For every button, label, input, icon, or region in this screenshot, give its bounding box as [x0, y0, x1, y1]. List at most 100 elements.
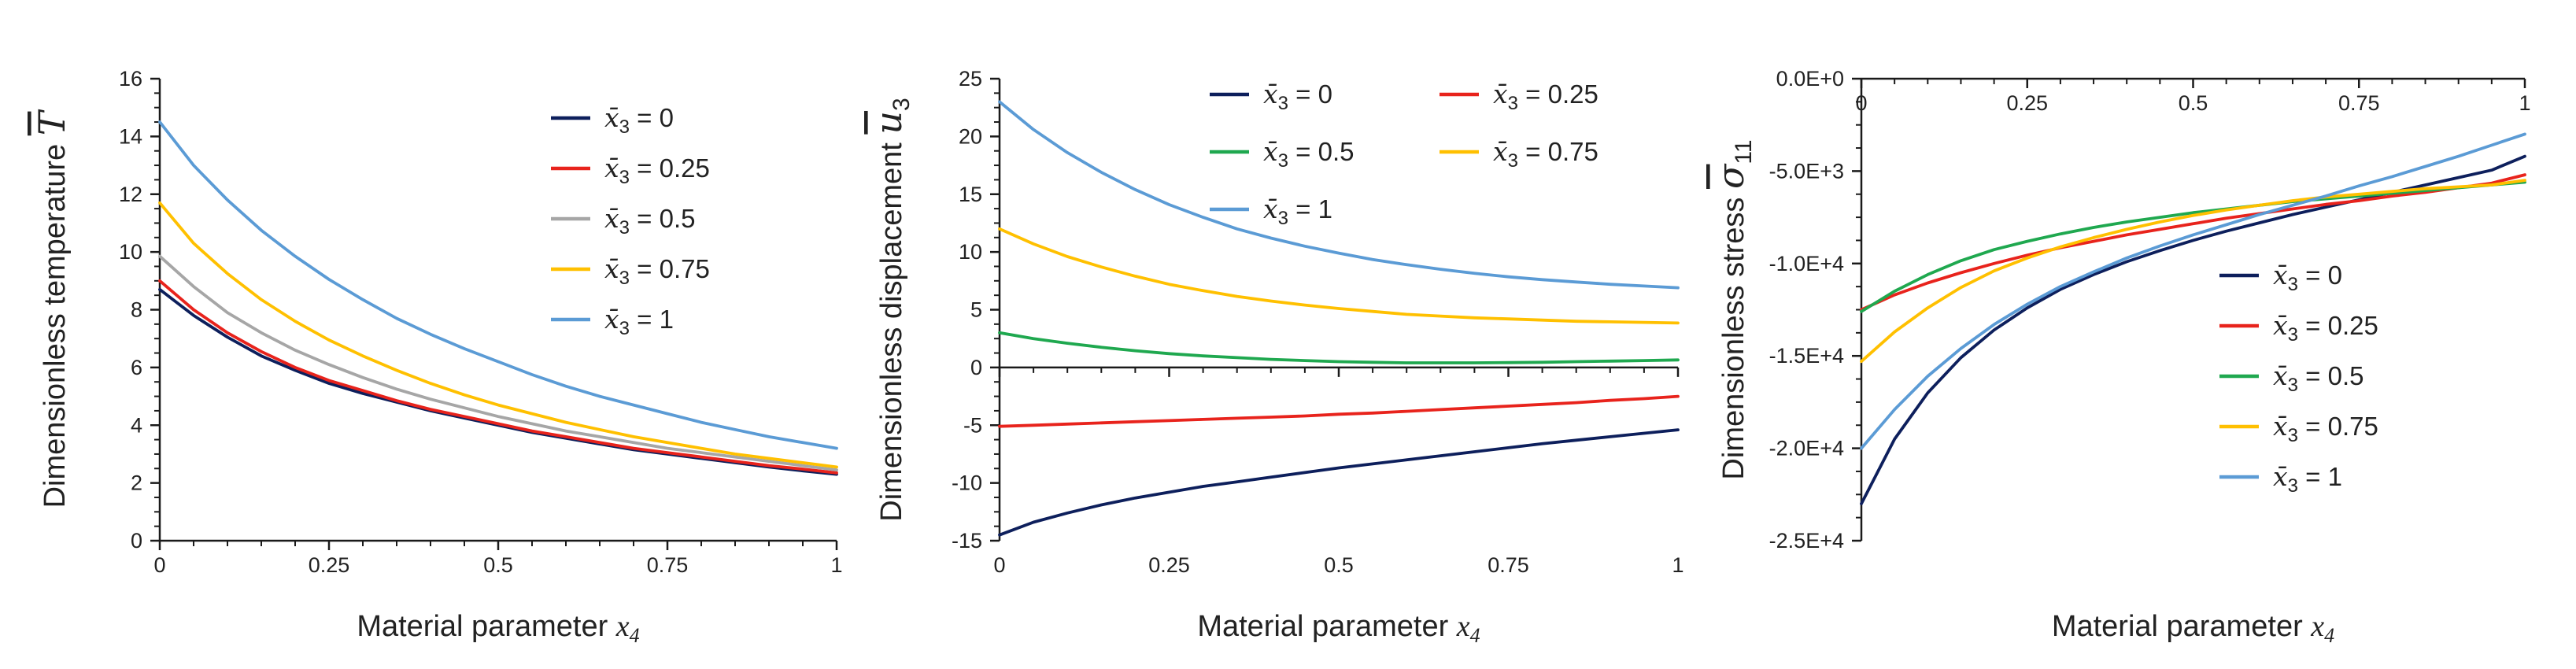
y-tick-label: -5: [963, 413, 982, 437]
legend-sub: 3: [619, 217, 630, 238]
series-line-1: [998, 394, 1680, 428]
legend-symbol: x̄: [604, 304, 619, 334]
legend-symbol: x̄: [1263, 194, 1278, 224]
legend-label-3: x̄3 = 0.75: [1493, 136, 1598, 172]
y-tick-label: -1.5E+4: [1769, 344, 1844, 368]
y-tick-label: 0.0E+0: [1776, 67, 1844, 91]
series-line-2: [1860, 180, 2526, 313]
y-axis-label-text: Dimensionless temperature: [39, 135, 72, 508]
y-tick-label: 8: [131, 298, 142, 322]
series-line-4: [998, 100, 1680, 290]
legend-sub: 3: [619, 318, 630, 339]
y-tick-label: 25: [959, 67, 982, 91]
x-tick-label: 0: [1855, 91, 1867, 115]
x-tick-label: 0.25: [309, 553, 350, 577]
legend-sub: 3: [619, 167, 630, 188]
series-line-1: [1860, 173, 2526, 312]
legend-symbol: x̄: [604, 102, 619, 133]
x-axis-label-var: x: [2310, 610, 2324, 643]
x-axis-label-var: x: [615, 610, 630, 643]
y-tick-label: 4: [131, 413, 142, 437]
legend-label-1: x̄3 = 0.25: [604, 153, 710, 188]
y-tick-label: 0: [131, 529, 142, 553]
y-tick-label: 0: [970, 356, 982, 379]
y-tick-label: 15: [959, 183, 982, 206]
x-axis-label: Material parameter x4: [2052, 610, 2334, 647]
y-axis-label-sub: 11: [1731, 139, 1757, 164]
legend-label-2: x̄3 = 0.5: [2273, 360, 2363, 396]
series-line-0: [158, 287, 838, 476]
x-tick-label: 1: [2519, 91, 2530, 115]
legend-value: = 0.25: [630, 153, 710, 183]
x-axis-label-sub: 4: [2324, 624, 2334, 647]
x-tick-label: 0.75: [1488, 553, 1529, 577]
x-axis-label-var: x: [1456, 610, 1470, 643]
x-tick-label: 0.75: [2338, 91, 2380, 115]
y-tick-label: 12: [119, 183, 142, 206]
legend-symbol: x̄: [604, 203, 619, 234]
legend-symbol: x̄: [1493, 136, 1508, 167]
y-axis-label-symbol: σ: [1709, 163, 1752, 189]
legend-sub: 3: [1508, 93, 1518, 114]
legend-value: = 0.25: [1518, 79, 1598, 109]
series-line-3: [998, 227, 1680, 325]
x-axis-label-text: Material parameter: [1197, 610, 1456, 643]
legend-value: = 1: [630, 305, 674, 334]
x-tick-label: 0: [153, 553, 165, 577]
legend-label-2: x̄3 = 0.5: [1263, 136, 1354, 172]
legend-sub: 3: [2288, 324, 2298, 346]
x-axis-label-sub: 4: [1470, 624, 1480, 647]
chart-displacement: -15 -10 -5 0 5 10 15 20 25 0 0.25 0.5 0.75 1 Material …: [867, 67, 1684, 647]
x-tick-label: 0.5: [483, 553, 513, 577]
legend-label-3: x̄3 = 0.75: [2273, 411, 2378, 446]
x-tick-label: 1: [830, 553, 842, 577]
x-tick-label: 0.25: [1148, 553, 1190, 577]
legend-label-0: x̄3 = 0: [2273, 260, 2342, 295]
legend-value: = 0: [2298, 261, 2342, 290]
y-tick-label: 16: [119, 67, 142, 91]
legend-label-1: x̄3 = 0.25: [2273, 310, 2378, 346]
legend-label-4: x̄3 = 1: [604, 304, 674, 339]
series-line-4: [1860, 132, 2526, 450]
series-line-4: [158, 120, 838, 450]
legend-value: = 1: [1288, 194, 1332, 224]
legend-label-2: x̄3 = 0.5: [604, 203, 695, 238]
x-tick-label: 0.25: [2006, 91, 2048, 115]
legend-symbol: x̄: [604, 253, 619, 284]
legend-symbol: x̄: [2273, 461, 2288, 492]
y-tick-label: -10: [952, 471, 982, 495]
series-line-3: [158, 201, 838, 469]
x-tick-label: 0.75: [647, 553, 689, 577]
legend-value: = 0: [1288, 79, 1332, 109]
legend-value: = 0.5: [2298, 361, 2363, 390]
y-tick-label: 10: [119, 240, 142, 264]
series-line-3: [1860, 179, 2526, 364]
legend-symbol: x̄: [2273, 260, 2288, 290]
x-axis-label-sub: 4: [630, 624, 640, 647]
series-line-2: [998, 331, 1680, 364]
x-axis-label: Material parameter x4: [1197, 610, 1480, 647]
x-axis-label-text: Material parameter: [357, 610, 615, 643]
y-tick-label: -15: [952, 529, 982, 553]
series-line-0: [998, 428, 1680, 537]
y-axis-label-symbol: T: [31, 109, 73, 135]
x-axis-label-text: Material parameter: [2052, 610, 2311, 643]
series-line-0: [1860, 154, 2526, 505]
legend-symbol: x̄: [604, 153, 619, 183]
legend-sub: 3: [2288, 475, 2298, 497]
legend-symbol: x̄: [1263, 79, 1278, 109]
legend-sub: 3: [619, 116, 630, 138]
legend-label-1: x̄3 = 0.25: [1493, 79, 1598, 114]
legend-sub: 3: [2288, 274, 2298, 295]
legend: x̄3 = 0x̄3 = 0.25x̄3 = 0.5x̄3 = 0.75x̄3 …: [2219, 260, 2378, 497]
legend-value: = 0.75: [630, 254, 710, 283]
legend-sub: 3: [1278, 208, 1288, 229]
legend-sub: 3: [1278, 93, 1288, 114]
legend-sub: 3: [2288, 425, 2298, 446]
y-axis-label: Dimensionless displacement u3: [867, 98, 915, 521]
y-tick-label: 6: [131, 356, 142, 379]
y-axis-label-text: Dimensionless stress: [1717, 189, 1750, 480]
legend-value: = 0: [630, 103, 674, 132]
